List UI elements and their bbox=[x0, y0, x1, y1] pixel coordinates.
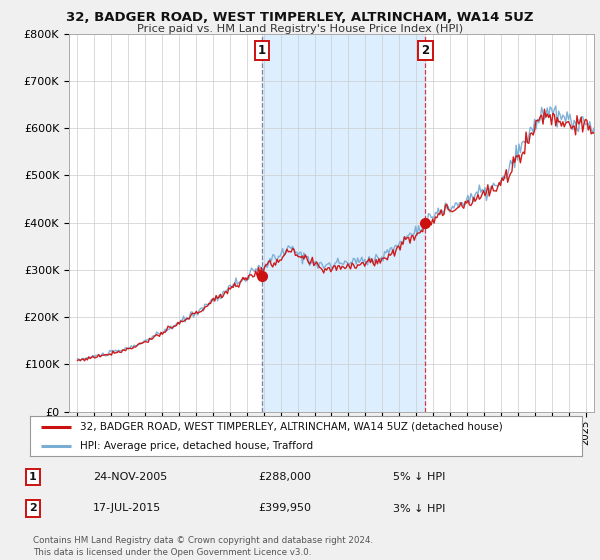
Text: 24-NOV-2005: 24-NOV-2005 bbox=[93, 472, 167, 482]
Text: Price paid vs. HM Land Registry's House Price Index (HPI): Price paid vs. HM Land Registry's House … bbox=[137, 24, 463, 34]
Text: 32, BADGER ROAD, WEST TIMPERLEY, ALTRINCHAM, WA14 5UZ (detached house): 32, BADGER ROAD, WEST TIMPERLEY, ALTRINC… bbox=[80, 422, 502, 432]
Text: HPI: Average price, detached house, Trafford: HPI: Average price, detached house, Traf… bbox=[80, 441, 313, 450]
Text: 3% ↓ HPI: 3% ↓ HPI bbox=[393, 503, 445, 514]
Text: 32, BADGER ROAD, WEST TIMPERLEY, ALTRINCHAM, WA14 5UZ: 32, BADGER ROAD, WEST TIMPERLEY, ALTRINC… bbox=[66, 11, 534, 24]
Text: £288,000: £288,000 bbox=[258, 472, 311, 482]
Text: 1: 1 bbox=[258, 44, 266, 57]
Text: 2: 2 bbox=[29, 503, 37, 514]
Text: 2: 2 bbox=[421, 44, 430, 57]
Text: 17-JUL-2015: 17-JUL-2015 bbox=[93, 503, 161, 514]
Text: £399,950: £399,950 bbox=[258, 503, 311, 514]
Bar bbox=[262, 34, 425, 412]
Text: Contains HM Land Registry data © Crown copyright and database right 2024.
This d: Contains HM Land Registry data © Crown c… bbox=[33, 536, 373, 557]
Text: 1: 1 bbox=[29, 472, 37, 482]
Text: 5% ↓ HPI: 5% ↓ HPI bbox=[393, 472, 445, 482]
